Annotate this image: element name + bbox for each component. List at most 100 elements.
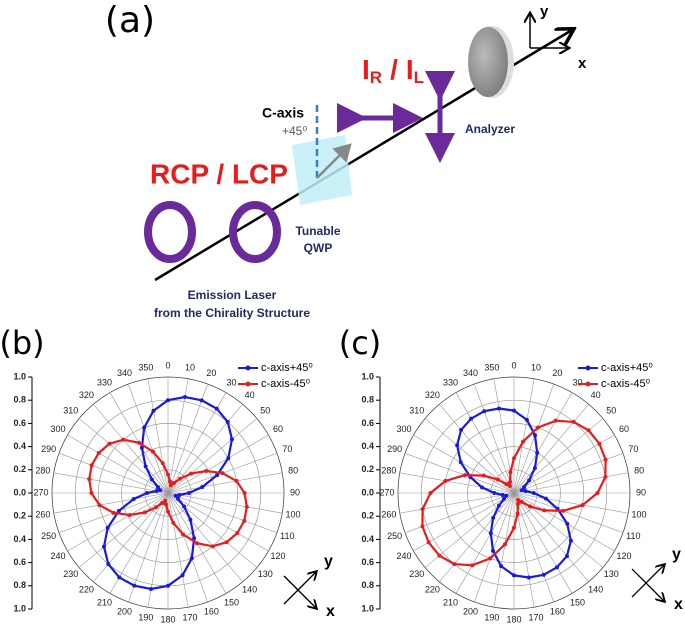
grid-spoke	[513, 472, 629, 494]
qwp-label: QWP	[304, 241, 333, 255]
data-point	[189, 556, 194, 561]
data-point	[523, 488, 528, 493]
data-point	[586, 428, 591, 433]
radial-tick-label: 0.2	[361, 464, 374, 474]
data-point	[106, 562, 111, 567]
grid-spoke	[67, 434, 169, 494]
data-point	[519, 488, 524, 493]
data-point	[568, 538, 573, 543]
data-point	[210, 544, 215, 549]
data-point	[481, 473, 486, 478]
data-point	[224, 540, 229, 545]
angle-tick-label: 280	[381, 465, 396, 475]
angle-tick-label: 150	[224, 597, 239, 607]
angle-tick-label: 140	[242, 585, 257, 595]
angle-tick-label: 270	[33, 487, 48, 497]
angle-tick-label: 350	[484, 362, 499, 372]
angle-tick-label: 200	[463, 607, 478, 617]
angle-tick-label: 50	[606, 406, 616, 416]
data-point	[499, 564, 504, 569]
angle-tick-label: 230	[63, 569, 78, 579]
data-point	[512, 456, 516, 461]
angle-tick-label: 20	[552, 368, 562, 378]
angle-tick-label: 40	[591, 390, 601, 400]
data-point	[171, 480, 176, 485]
data-point	[420, 524, 425, 529]
grid-spoke	[513, 492, 624, 533]
rotated-axis	[316, 143, 352, 179]
separator: /	[390, 54, 398, 85]
legend-marker	[585, 365, 591, 371]
data-point	[564, 554, 569, 559]
data-point	[496, 477, 501, 482]
angle-tick-label: 50	[260, 406, 270, 416]
data-point	[527, 478, 532, 483]
angle-tick-label: 160	[204, 607, 219, 617]
data-point	[554, 565, 559, 570]
data-point	[580, 503, 585, 508]
data-point	[166, 583, 170, 588]
radial-tick-label: 0.8	[13, 580, 26, 590]
data-point	[149, 586, 154, 591]
data-point	[553, 418, 558, 423]
angle-tick-label: 0	[165, 360, 170, 370]
grid-spoke	[513, 403, 589, 494]
data-point	[121, 437, 126, 442]
data-point	[105, 525, 110, 530]
grid-spoke	[53, 492, 169, 514]
data-point	[143, 464, 148, 469]
angle-tick-label: 170	[183, 612, 198, 622]
data-point	[512, 408, 516, 413]
radial-tick-label: 0.8	[13, 395, 26, 405]
data-point	[195, 541, 199, 546]
data-point	[512, 573, 516, 578]
angle-tick-label: 310	[409, 406, 424, 416]
data-point	[507, 483, 512, 488]
angle-tick-label: 90	[636, 487, 646, 497]
data-point	[139, 445, 144, 450]
grid-spoke	[513, 378, 535, 494]
legend-label: c-axis+45⁰	[601, 362, 653, 374]
angle-tick-label: 30	[226, 377, 236, 387]
radial-tick-label: 0.4	[13, 441, 26, 451]
data-point	[437, 553, 442, 558]
angle-tick-label: 20	[206, 368, 216, 378]
angle-tick-label: 120	[616, 551, 631, 561]
intensity-label: IR / IL	[362, 54, 424, 87]
data-point	[177, 476, 182, 481]
axis-label: x	[326, 603, 335, 620]
data-point	[492, 491, 497, 495]
data-point	[502, 542, 507, 547]
data-point	[150, 477, 155, 482]
grid-spoke	[513, 392, 573, 494]
radial-tick-label: 0.4	[13, 534, 26, 544]
data-point	[541, 572, 546, 577]
data-point	[469, 416, 474, 421]
data-point	[107, 441, 112, 446]
data-point	[504, 493, 509, 498]
axis-label: x	[674, 596, 683, 613]
grid-spoke	[513, 492, 629, 514]
angle-tick-label: 80	[288, 465, 298, 475]
data-point	[488, 556, 493, 561]
radial-tick-label: 0.6	[361, 557, 374, 567]
angle-tick-label: 310	[63, 406, 78, 416]
data-point	[137, 440, 141, 445]
angle-tick-label: 250	[387, 531, 402, 541]
angle-tick-label: 320	[425, 390, 440, 400]
angle-tick-label: 130	[604, 569, 619, 579]
data-point	[565, 521, 570, 526]
grid-spoke	[513, 492, 589, 583]
qwp-plate	[292, 135, 352, 205]
grid-spoke	[513, 492, 615, 552]
grid-spoke	[167, 492, 283, 514]
grid-spoke	[167, 434, 269, 494]
radial-tick-label: 1.0	[13, 371, 26, 381]
polarization-label: RCP / LCP	[150, 158, 288, 189]
grid-spoke	[474, 383, 515, 494]
grid-spoke	[58, 453, 169, 494]
angle-tick-label: 220	[425, 585, 440, 595]
data-point	[163, 498, 168, 503]
data-point	[160, 501, 165, 506]
